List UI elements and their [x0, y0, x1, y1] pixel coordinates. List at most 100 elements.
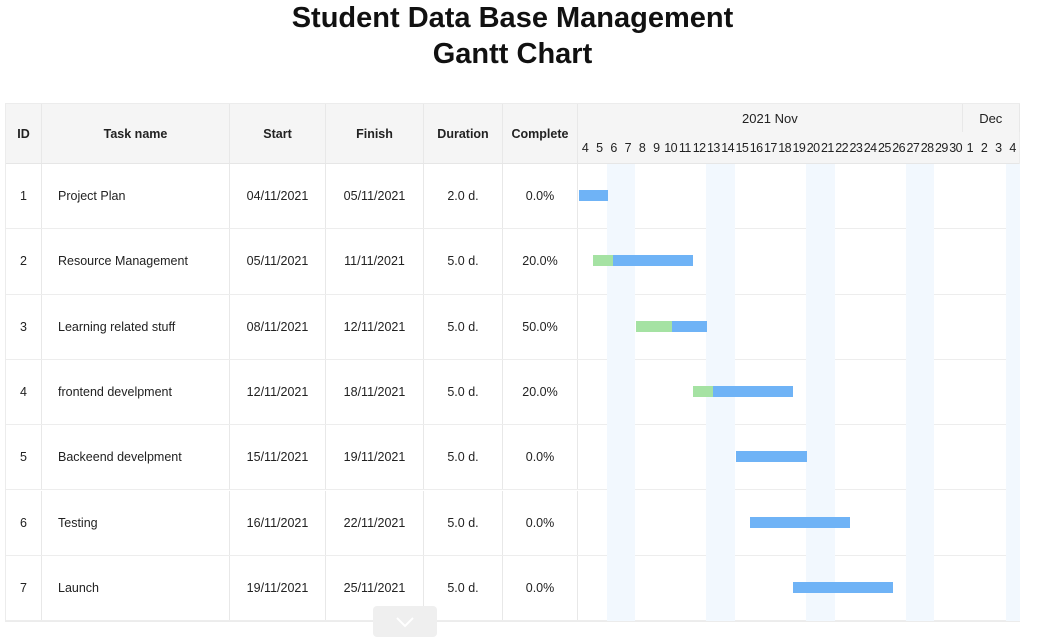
day-label: 27 [906, 141, 920, 155]
weekend-shading [606, 164, 621, 621]
weekend-shading [1005, 164, 1020, 621]
task-bar[interactable] [636, 320, 708, 332]
task-bar[interactable] [792, 581, 893, 593]
cell-complete: 0.0% [503, 555, 578, 621]
cell-duration: 5.0 d. [424, 229, 503, 294]
gantt-chart: ID Task name Start Finish Duration Compl… [5, 103, 1020, 622]
month-header: Dec [963, 104, 1020, 132]
cell-duration: 5.0 d. [424, 490, 503, 555]
cell-finish: 25/11/2021 [326, 555, 424, 621]
day-label: 29 [934, 141, 948, 155]
cell-duration: 5.0 d. [424, 294, 503, 359]
cell-complete: 0.0% [503, 490, 578, 555]
task-bar[interactable] [750, 516, 850, 528]
weekend-shading [806, 164, 821, 621]
grid-header: ID Task name Start Finish Duration Compl… [6, 104, 1019, 164]
cell-name: Testing [42, 490, 230, 555]
cell-finish: 22/11/2021 [326, 490, 424, 555]
table-row[interactable]: 6 Testing 16/11/2021 22/11/2021 5.0 d. 0.0% [6, 490, 1019, 556]
day-label: 24 [863, 141, 877, 155]
table-row[interactable]: 7 Launch 19/11/2021 25/11/2021 5.0 d. 0.0% [6, 555, 1019, 622]
task-bar[interactable] [579, 190, 608, 201]
col-header-task[interactable]: Task name [42, 104, 230, 163]
cell-duration: 2.0 d. [424, 164, 503, 229]
col-header-finish[interactable]: Finish [326, 104, 424, 163]
cell-id: 6 [6, 490, 42, 555]
day-label: 17 [763, 141, 777, 155]
day-label: 26 [892, 141, 906, 155]
cell-name: Backeend develpment [42, 425, 230, 490]
chart-title-line1: Student Data Base Management [291, 2, 734, 34]
table-row[interactable]: 3 Learning related stuff 08/11/2021 12/11/2… [6, 294, 1019, 360]
cell-complete: 20.0% [503, 359, 578, 425]
progress-fill [593, 255, 614, 267]
task-bar[interactable] [693, 385, 793, 397]
scroll-down-button[interactable] [373, 606, 437, 637]
day-label: 4 [1009, 141, 1016, 155]
cell-id: 3 [6, 294, 42, 359]
table-row[interactable]: 4 frontend develpment 12/11/2021 18/11/2021… [6, 359, 1019, 426]
cell-start: 15/11/2021 [230, 425, 326, 490]
col-header-duration[interactable]: Duration [424, 104, 503, 163]
cell-finish: 12/11/2021 [326, 294, 424, 359]
col-header-id[interactable]: ID [6, 104, 42, 163]
cell-id: 2 [6, 229, 42, 294]
cell-finish: 19/11/2021 [326, 425, 424, 490]
day-label: 30 [949, 141, 963, 155]
cell-id: 4 [6, 359, 42, 425]
cell-complete: 20.0% [503, 229, 578, 294]
chart-title-line2: Gantt Chart [432, 38, 593, 70]
col-header-complete[interactable]: Complete [503, 104, 578, 163]
cell-start: 12/11/2021 [230, 359, 326, 425]
day-label: 22 [835, 141, 849, 155]
day-label: 15 [735, 141, 749, 155]
cell-duration: 5.0 d. [424, 425, 503, 490]
day-label: 20 [806, 141, 820, 155]
chevron-down-icon [396, 616, 414, 627]
day-label: 16 [749, 141, 763, 155]
task-bar[interactable] [593, 255, 693, 267]
cell-start: 19/11/2021 [230, 555, 326, 621]
cell-start: 16/11/2021 [230, 490, 326, 555]
progress-fill [636, 320, 672, 332]
col-header-start[interactable]: Start [230, 104, 326, 163]
day-label: 19 [792, 141, 806, 155]
day-label: 3 [995, 141, 1002, 155]
day-label: 25 [877, 141, 891, 155]
table-row[interactable]: 2 Resource Management 05/11/2021 11/11/2021… [6, 229, 1019, 295]
cell-duration: 5.0 d. [424, 555, 503, 621]
day-label: 4 [581, 141, 589, 155]
timeline: 2021 Nov Dec 4 5 6 7 8 9 10 11 12 13 14 15 16 17 18 19 20 2… [578, 104, 1020, 621]
cell-complete: 0.0% [503, 425, 578, 490]
weekend-shading [905, 164, 920, 621]
cell-id: 1 [6, 164, 42, 229]
cell-complete: 50.0% [503, 294, 578, 359]
cell-id: 7 [6, 555, 42, 621]
day-label: 14 [721, 141, 735, 155]
cell-id: 5 [6, 425, 42, 490]
day-label: 10 [664, 141, 678, 155]
day-label: 5 [596, 141, 603, 155]
cell-start: 08/11/2021 [230, 294, 326, 359]
cell-start: 04/11/2021 [230, 164, 326, 229]
cell-name: frontend develpment [42, 359, 230, 425]
progress-fill [693, 385, 713, 397]
day-label: 6 [610, 141, 617, 155]
task-bar[interactable] [735, 451, 807, 463]
day-label: 23 [849, 141, 863, 155]
day-label: 2 [980, 141, 988, 155]
cell-complete: 0.0% [503, 164, 578, 229]
table-row[interactable]: 1 Project Plan 04/11/2021 05/11/2021 2.0 d. 0… [6, 164, 1019, 230]
day-label: 9 [653, 141, 660, 155]
cell-duration: 5.0 d. [424, 359, 503, 425]
table-row[interactable]: 5 Backeend develpment 15/11/2021 19/11/2021… [6, 425, 1019, 491]
day-label: 7 [624, 141, 632, 155]
cell-finish: 05/11/2021 [326, 164, 424, 229]
day-label: 28 [920, 141, 934, 155]
day-label: 21 [820, 141, 834, 155]
weekend-shading [820, 164, 835, 621]
cell-finish: 11/11/2021 [326, 229, 424, 294]
day-label: 13 [706, 141, 720, 155]
weekend-shading [620, 164, 635, 621]
day-label: 8 [638, 141, 646, 155]
